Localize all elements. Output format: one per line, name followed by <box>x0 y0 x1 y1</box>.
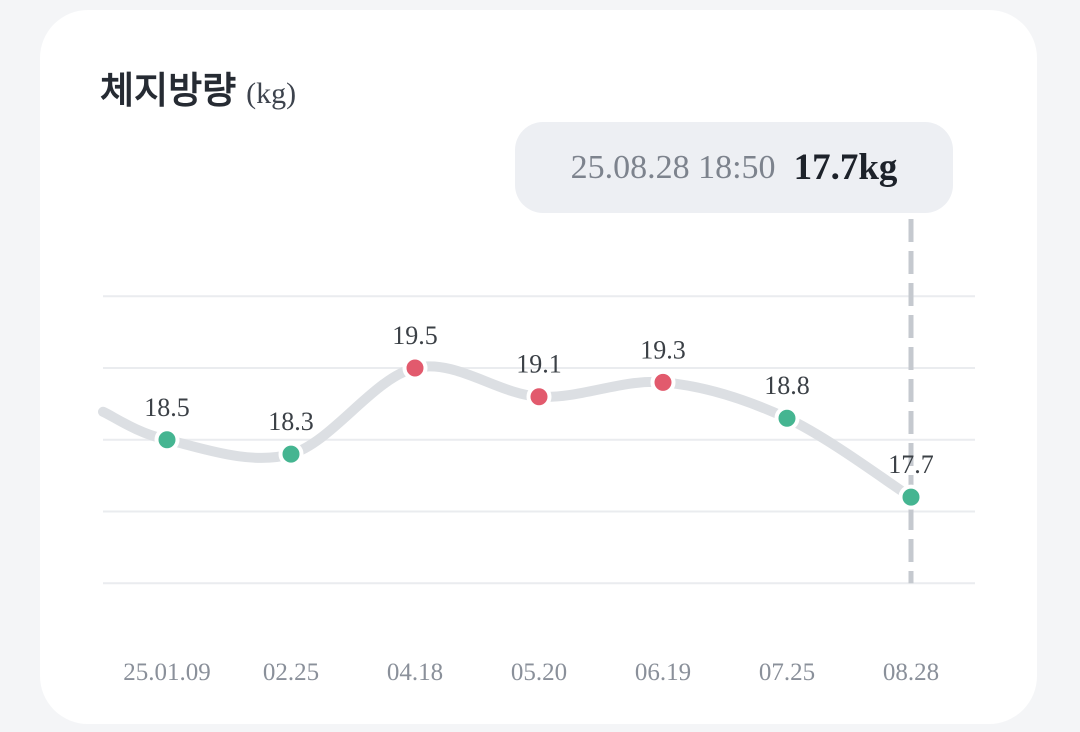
data-point-07.25[interactable] <box>774 405 800 431</box>
data-point-08.28[interactable] <box>898 484 924 510</box>
x-axis-label: 08.28 <box>883 659 939 686</box>
point-value-label: 19.3 <box>640 335 686 364</box>
page-title-text: 체지방량 <box>100 71 237 112</box>
tooltip-value: 17.7kg <box>793 147 898 188</box>
x-axis-label: 06.19 <box>635 659 691 686</box>
point-value-label: 18.5 <box>144 393 190 422</box>
x-axis-label: 07.25 <box>759 659 815 686</box>
point-value-label: 18.8 <box>764 371 810 400</box>
chart-card: 체지방량 (kg) 25.08.28 18:50 17.7kg 18.5 18.3… <box>40 10 1037 724</box>
point-value-label: 19.5 <box>392 321 438 350</box>
data-point-05.20[interactable] <box>526 384 552 410</box>
data-point-25.01.09[interactable] <box>154 427 180 453</box>
data-point-04.18[interactable] <box>402 355 428 381</box>
x-axis-label: 02.25 <box>263 659 319 686</box>
tooltip-datetime: 25.08.28 18:50 <box>570 148 776 186</box>
body-fat-line-chart: 18.5 18.3 19.5 19.1 19.3 18.8 17.7 25.01.09 02.2… <box>98 219 975 686</box>
selected-point-tooltip: 25.08.28 18:50 17.7kg <box>515 122 953 213</box>
x-axis-label: 25.01.09 <box>123 659 211 686</box>
data-point-02.25[interactable] <box>278 441 304 467</box>
point-value-label: 18.3 <box>268 407 314 436</box>
page-title-unit: (kg) <box>246 77 297 110</box>
point-value-label: 17.7 <box>888 450 934 479</box>
point-value-label: 19.1 <box>516 350 562 379</box>
x-axis-label: 04.18 <box>387 659 443 686</box>
data-point-06.19[interactable] <box>650 369 676 395</box>
x-axis-label: 05.20 <box>511 659 567 686</box>
page-title: 체지방량 (kg) <box>100 60 296 114</box>
